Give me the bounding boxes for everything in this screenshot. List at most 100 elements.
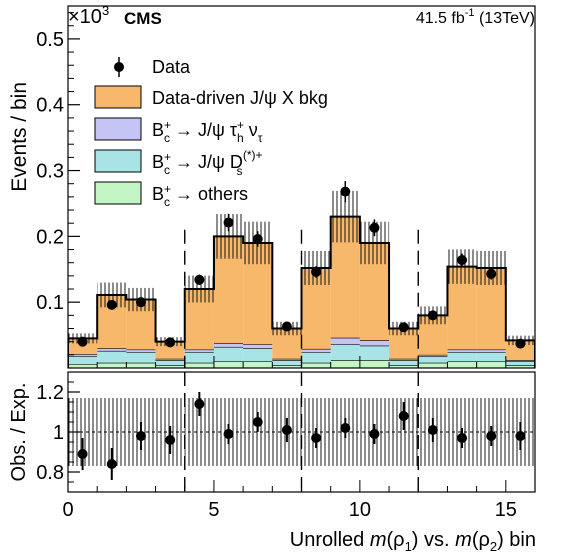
bar-ds-bin-13 bbox=[447, 352, 477, 362]
bar-tau-bin-13 bbox=[447, 349, 477, 353]
ratio-point-bin-6 bbox=[252, 417, 263, 427]
legend-swatch-bkg bbox=[94, 85, 142, 109]
bar-others-bin-14 bbox=[476, 361, 506, 368]
ratio-axes: 0.8 1 1.2 0 5 10 15 bbox=[36, 381, 536, 521]
ratio-point-bin-5 bbox=[223, 429, 234, 439]
data-point-bin-11 bbox=[398, 322, 409, 333]
main-ytick-label-0: 0.1 bbox=[36, 292, 64, 314]
ratio-point-bin-10 bbox=[369, 429, 380, 439]
xtick-label-0: 0 bbox=[62, 499, 73, 521]
legend-swatch-ds bbox=[94, 149, 142, 173]
legend-item-tau: B+ c → J/ψ τ+ h ντ bbox=[94, 117, 263, 145]
xtick-label-1: 5 bbox=[208, 499, 219, 521]
ratio-ytick-label-0: 0.8 bbox=[36, 462, 64, 484]
bar-tau-bin-3 bbox=[155, 358, 185, 361]
bar-others-bin-10 bbox=[359, 360, 390, 368]
bar-others-bin-6 bbox=[243, 361, 273, 368]
ratio-y-axis-title: Obs. / Exp. bbox=[8, 383, 30, 482]
x-axis-title: Unrolled m(ρ1) vs. m(ρ2) bin bbox=[290, 529, 536, 554]
data-point-bin-15 bbox=[515, 338, 526, 349]
legend-item-bkg: Data-driven J/ψ X bkg bbox=[94, 85, 328, 109]
bar-ds-bin-5 bbox=[213, 346, 244, 362]
legend-label-others: B+ c → others bbox=[152, 182, 248, 209]
bar-ds-bin-3 bbox=[155, 360, 185, 366]
bar-others-bin-8 bbox=[301, 362, 331, 368]
bar-others-bin-0 bbox=[68, 364, 98, 368]
mc-uncertainty-band-bin-14 bbox=[476, 250, 506, 285]
bar-ds-bin-0 bbox=[68, 356, 98, 365]
legend-label-data: Data bbox=[152, 57, 191, 77]
ratio-panel: 0.8 1 1.2 0 5 10 15 bbox=[36, 371, 536, 521]
ratio-point-bin-0 bbox=[77, 449, 88, 459]
legend-swatch-others bbox=[94, 181, 142, 205]
bar-tau-bin-7 bbox=[272, 358, 302, 361]
bar-tau-bin-2 bbox=[126, 349, 156, 353]
bar-others-bin-5 bbox=[213, 361, 244, 368]
xtick-label-2: 10 bbox=[349, 499, 371, 521]
data-point-bin-0 bbox=[77, 336, 88, 347]
exponent-label: ×103 bbox=[68, 3, 109, 28]
data-point-bin-7 bbox=[281, 321, 292, 332]
ratio-point-bin-8 bbox=[311, 433, 322, 443]
xtick-label-3: 15 bbox=[495, 499, 517, 521]
bar-others-bin-12 bbox=[418, 362, 448, 368]
bar-others-bin-9 bbox=[330, 360, 360, 368]
ratio-plot-area bbox=[68, 372, 535, 492]
ratio-point-bin-11 bbox=[398, 411, 409, 421]
bar-others-bin-11 bbox=[389, 365, 419, 368]
bar-tau-bin-14 bbox=[476, 349, 506, 353]
bar-tau-bin-6 bbox=[243, 344, 273, 349]
ratio-point-bin-1 bbox=[106, 459, 117, 469]
bar-others-bin-7 bbox=[272, 365, 302, 368]
bar-ds-bin-10 bbox=[359, 345, 390, 361]
legend-item-others: B+ c → others bbox=[94, 181, 248, 209]
data-point-bin-5 bbox=[223, 217, 234, 228]
bar-ds-bin-12 bbox=[418, 356, 448, 363]
legend-data-marker bbox=[114, 62, 124, 72]
lumi-label: 41.5 fb-1 (13TeV) bbox=[416, 7, 535, 27]
data-point-bin-6 bbox=[252, 233, 263, 244]
bar-others-bin-2 bbox=[126, 362, 156, 368]
ratio-point-bin-4 bbox=[194, 399, 205, 409]
bar-tau-bin-12 bbox=[418, 354, 448, 357]
ratio-point-bin-12 bbox=[427, 425, 438, 435]
main-ytick-label-2: 0.3 bbox=[36, 161, 64, 183]
main-ytick-label-3: 0.4 bbox=[36, 95, 64, 117]
data-point-bin-4 bbox=[194, 274, 205, 285]
data-point-bin-10 bbox=[369, 222, 380, 233]
legend: Data Data-driven J/ψ X bkg B+ c → J/ψ τ+ h… bbox=[94, 57, 328, 209]
main-plot-area bbox=[68, 181, 535, 368]
legend-swatch-tau bbox=[94, 117, 142, 141]
data-point-bin-3 bbox=[165, 337, 176, 348]
bar-bkg-bin-15 bbox=[505, 340, 535, 361]
bar-ds-bin-2 bbox=[126, 352, 156, 363]
legend-label-ds: B+ c → J/ψ D(*)+ s bbox=[152, 148, 263, 178]
bar-ds-bin-6 bbox=[243, 348, 273, 362]
bar-others-bin-15 bbox=[505, 365, 535, 368]
bar-ds-bin-7 bbox=[272, 360, 302, 366]
data-point-bin-9 bbox=[340, 186, 351, 197]
bar-tau-bin-0 bbox=[68, 354, 98, 357]
bar-others-bin-13 bbox=[447, 361, 477, 368]
bar-ds-bin-14 bbox=[476, 352, 506, 362]
ratio-point-bin-2 bbox=[135, 431, 146, 441]
legend-item-ds: B+ c → J/ψ D(*)+ s bbox=[94, 148, 263, 178]
bar-ds-bin-11 bbox=[389, 360, 419, 366]
ratio-ytick-label-2: 1.2 bbox=[36, 382, 64, 404]
data-point-bin-2 bbox=[135, 297, 146, 308]
bar-others-bin-1 bbox=[97, 362, 127, 368]
legend-item-data: Data bbox=[114, 57, 191, 77]
data-point-bin-13 bbox=[457, 255, 468, 266]
bar-tau-bin-11 bbox=[389, 358, 419, 361]
data-point-bin-1 bbox=[106, 299, 117, 310]
legend-label-bkg: Data-driven J/ψ X bkg bbox=[152, 88, 328, 108]
bar-tau-bin-8 bbox=[301, 348, 331, 353]
bar-others-bin-3 bbox=[155, 365, 185, 368]
ratio-point-bin-9 bbox=[340, 423, 351, 433]
data-point-bin-8 bbox=[311, 266, 322, 277]
ratio-point-bin-15 bbox=[515, 431, 526, 441]
bar-ds-bin-1 bbox=[97, 350, 127, 363]
bar-ds-bin-8 bbox=[301, 352, 331, 363]
main-ytick-label-4: 0.5 bbox=[36, 29, 64, 51]
